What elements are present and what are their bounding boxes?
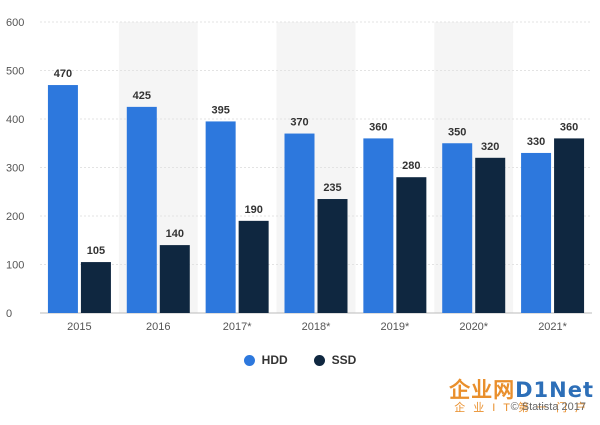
watermark-logo: 企业网D1Net 企业IT第一门户: [449, 379, 594, 415]
data-label-hdd-4: 360: [369, 121, 387, 133]
data-label-ssd-4: 280: [402, 160, 420, 172]
bar-hdd-3: [284, 133, 315, 313]
x-tick-label-5: 2020*: [459, 321, 488, 333]
legend-swatch-hdd: [243, 354, 255, 366]
bar-hdd-0: [47, 85, 78, 313]
x-tick-label-3: 2018*: [302, 321, 331, 333]
data-label-hdd-5: 350: [448, 126, 466, 138]
data-label-ssd-0: 105: [87, 245, 105, 257]
x-tick-label-6: 2021*: [538, 321, 567, 333]
watermark-logo-brand: D1Net: [515, 378, 594, 402]
bar-ssd-6: [554, 138, 585, 313]
bar-hdd-5: [442, 143, 473, 313]
legend-swatch-ssd: [313, 354, 325, 366]
y-tick-label-0: 0: [6, 308, 12, 320]
legend-label-ssd: SSD: [331, 353, 357, 367]
bar-ssd-4: [396, 177, 427, 313]
y-tick-label-600: 600: [6, 17, 24, 29]
bar-ssd-3: [317, 199, 348, 313]
data-label-hdd-2: 395: [211, 104, 229, 116]
y-tick-label-300: 300: [6, 163, 24, 175]
bar-hdd-2: [205, 121, 236, 313]
data-label-hdd-6: 330: [527, 136, 545, 148]
x-tick-label-4: 2019*: [380, 321, 409, 333]
watermark-logo-main: 企业网: [449, 378, 516, 402]
data-label-ssd-3: 235: [323, 182, 341, 194]
data-label-ssd-2: 190: [244, 204, 262, 216]
x-tick-label-2: 2017*: [223, 321, 252, 333]
legend-item-ssd[interactable]: SSD: [313, 353, 357, 367]
legend-item-hdd[interactable]: HDD: [243, 353, 288, 367]
bar-hdd-4: [363, 138, 394, 313]
data-label-ssd-6: 360: [560, 121, 578, 133]
bar-hdd-6: [521, 152, 552, 313]
bar-ssd-1: [159, 245, 190, 313]
watermark-logo-subtitle: 企业IT第一门户: [454, 402, 594, 414]
watermark-logo-text: 企业网D1Net: [449, 379, 594, 402]
y-tick-label-100: 100: [6, 260, 24, 272]
data-label-ssd-5: 320: [481, 141, 499, 153]
statista-credit[interactable]: © Statista 2017: [510, 401, 586, 413]
bar-ssd-5: [475, 157, 506, 313]
x-tick-label-0: 2015: [67, 321, 91, 333]
legend-label-hdd: HDD: [261, 353, 288, 367]
data-label-hdd-3: 370: [290, 117, 308, 129]
data-label-ssd-1: 140: [166, 228, 184, 240]
data-label-hdd-0: 470: [54, 68, 72, 80]
x-tick-label-1: 2016: [146, 321, 170, 333]
bar-ssd-0: [80, 262, 111, 313]
bar-hdd-1: [126, 106, 157, 313]
y-tick-label-200: 200: [6, 211, 24, 223]
bar-ssd-2: [238, 220, 269, 313]
legend: HDD SSD: [0, 353, 600, 367]
y-tick-label-500: 500: [6, 66, 24, 78]
data-label-hdd-1: 425: [133, 90, 151, 102]
y-tick-label-400: 400: [6, 114, 24, 126]
